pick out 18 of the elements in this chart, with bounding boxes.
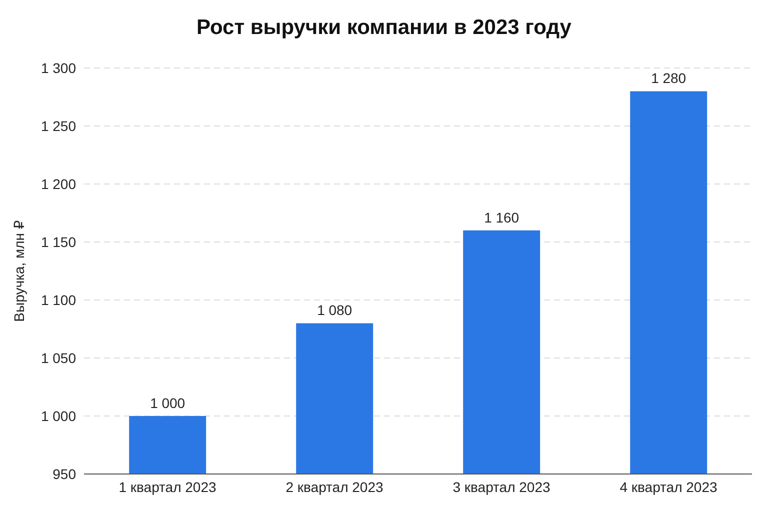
- data-label: 1 080: [317, 302, 352, 318]
- y-tick-label: 950: [52, 466, 76, 482]
- y-tick-label: 1 000: [40, 408, 76, 424]
- x-tick-label: 3 квартал 2023: [452, 478, 551, 495]
- data-label: 1 280: [651, 70, 686, 86]
- y-tick-label: 1 200: [40, 176, 76, 192]
- y-tick-label: 1 300: [40, 60, 76, 76]
- y-tick-label: 1 150: [40, 234, 76, 250]
- y-tick-label: 1 100: [40, 292, 76, 308]
- y-axis-title: Выручка, млн ₽: [10, 220, 27, 322]
- x-tick-label: 1 квартал 2023: [118, 478, 217, 495]
- data-label: 1 160: [484, 209, 520, 226]
- y-tick-label: 1 250: [40, 118, 76, 134]
- data-label: 1 000: [150, 395, 186, 411]
- x-tick-label: 2 квартал 2023: [286, 478, 384, 495]
- chart-title: Рост выручки компании в 2023 году: [196, 15, 572, 41]
- y-tick-label: 1 050: [40, 350, 76, 366]
- x-tick-label: 4 квартал 2023: [620, 478, 718, 495]
